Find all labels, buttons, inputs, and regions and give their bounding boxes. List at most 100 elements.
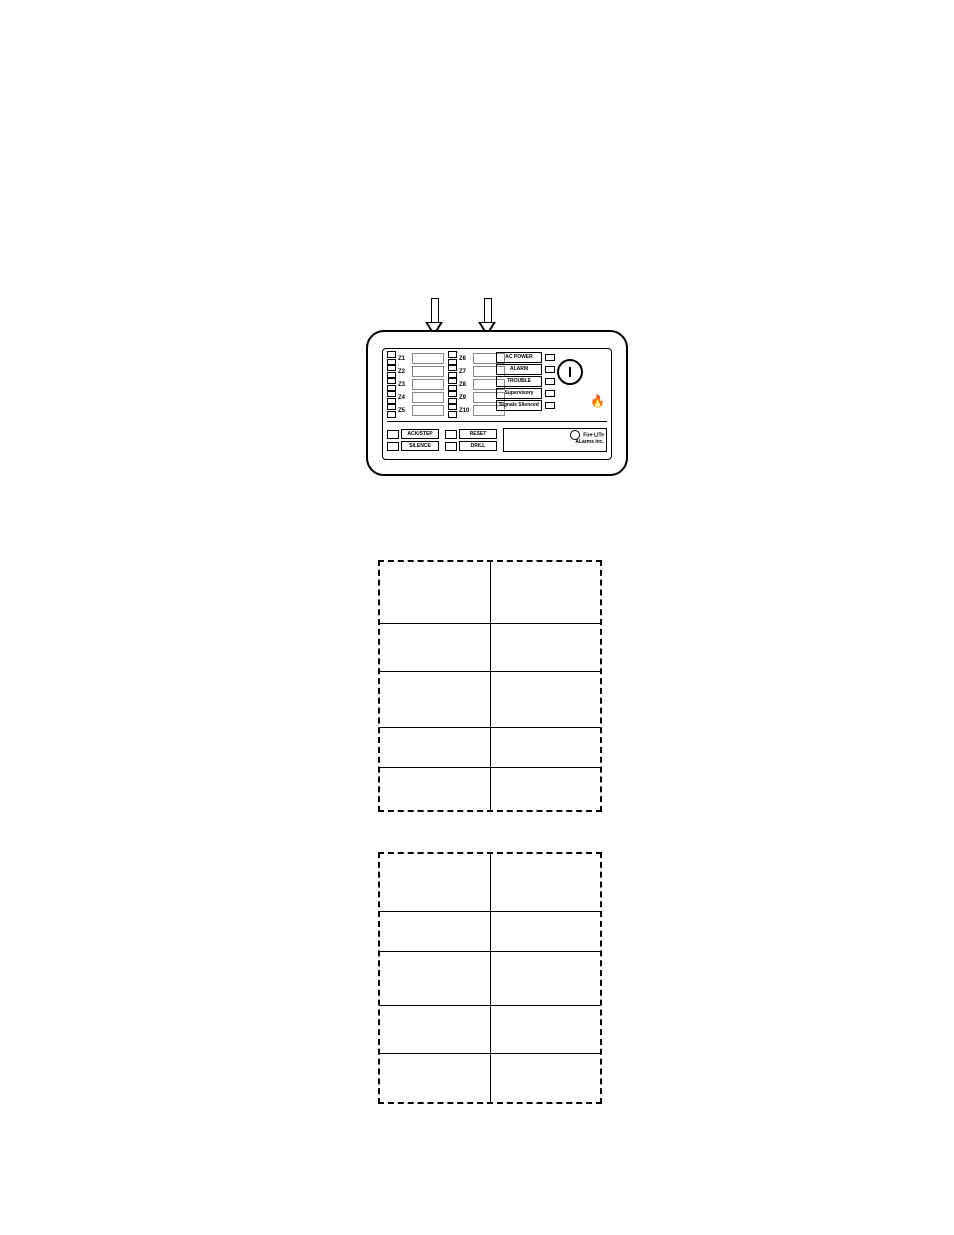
table-cell [380, 768, 491, 810]
panel-button: DRILL [445, 441, 497, 451]
zone-row: Z3 [387, 379, 444, 390]
table-cell [491, 952, 601, 1005]
zone-number: Z3 [398, 382, 410, 388]
button-bar: ACK/STEP SILENCE RESET DRILL [387, 421, 607, 455]
table-cell [380, 624, 491, 671]
panel-button: SILENCE [387, 441, 439, 451]
zone-row: Z5 [387, 405, 444, 416]
status-label: ALARM [496, 364, 542, 375]
table-row [380, 1054, 600, 1102]
status-label: TROUBLE [496, 376, 542, 387]
status-column: AC POWER ALARM TROUBLE Supervisory Signa… [496, 352, 555, 411]
table-cell [380, 1054, 491, 1102]
zone-number: Z5 [398, 408, 410, 414]
table-cell [491, 1006, 601, 1053]
fire-panel-device: Z1 Z2 Z3 Z4 [366, 330, 628, 476]
brand-plate: Fire·LITe ALarms inc. [503, 428, 607, 452]
table-cell [380, 728, 491, 767]
status-label: AC POWER [496, 352, 542, 363]
zone-number: Z10 [459, 408, 471, 414]
zone-label-slot [412, 366, 444, 377]
table-cell [491, 562, 601, 623]
table-row [380, 1006, 600, 1054]
button-led [387, 430, 399, 439]
table-cell [491, 768, 601, 810]
status-row: Signals Silenced [496, 400, 555, 411]
status-label: Signals Silenced [496, 400, 542, 411]
keylock-icon [557, 359, 583, 385]
zone-number: Z1 [398, 356, 410, 362]
table-cell [380, 562, 491, 623]
table-cell [491, 854, 601, 911]
table-cell [491, 672, 601, 727]
status-row: Supervisory [496, 388, 555, 399]
label-template-table-2 [378, 852, 602, 1104]
table-row [380, 562, 600, 624]
table-row [380, 952, 600, 1006]
button-label: ACK/STEP [401, 429, 439, 439]
button-led [445, 442, 457, 451]
button-label: SILENCE [401, 441, 439, 451]
brand-line1: Fire·LITe [583, 432, 604, 438]
table-row [380, 912, 600, 952]
table-cell [380, 952, 491, 1005]
page: Z1 Z2 Z3 Z4 [0, 0, 954, 1235]
status-led [545, 354, 555, 361]
table-cell [491, 912, 601, 951]
zone-label-slot [412, 353, 444, 364]
status-led [545, 390, 555, 397]
zone-led [387, 411, 396, 418]
table-cell [491, 728, 601, 767]
status-led [545, 378, 555, 385]
table-cell [380, 854, 491, 911]
zone-led [448, 403, 457, 410]
zone-number: Z2 [398, 369, 410, 375]
button-led [445, 430, 457, 439]
zone-number: Z7 [459, 369, 471, 375]
table-cell [491, 624, 601, 671]
zone-led [448, 351, 457, 358]
panel-button: RESET [445, 429, 497, 439]
zone-led [387, 403, 396, 410]
button-led [387, 442, 399, 451]
table-row [380, 672, 600, 728]
zone-row: Z4 [387, 392, 444, 403]
zone-led [387, 390, 396, 397]
zone-label-slot [412, 392, 444, 403]
status-led [545, 402, 555, 409]
device-faceplate: Z1 Z2 Z3 Z4 [382, 348, 612, 460]
zone-label-slot [412, 405, 444, 416]
table-cell [380, 672, 491, 727]
table-cell [491, 1054, 601, 1102]
zone-led [448, 364, 457, 371]
zone-columns: Z1 Z2 Z3 Z4 [387, 353, 505, 416]
zone-column-left: Z1 Z2 Z3 Z4 [387, 353, 444, 416]
table-row [380, 728, 600, 768]
table-row [380, 768, 600, 810]
zone-led [448, 390, 457, 397]
status-row: AC POWER [496, 352, 555, 363]
zone-row: Z2 [387, 366, 444, 377]
table-row [380, 854, 600, 912]
zone-number: Z4 [398, 395, 410, 401]
status-row: TROUBLE [496, 376, 555, 387]
panel-button: ACK/STEP [387, 429, 439, 439]
zone-number: Z9 [459, 395, 471, 401]
zone-row: Z1 [387, 353, 444, 364]
status-row: ALARM [496, 364, 555, 375]
zone-led [387, 351, 396, 358]
zone-label-slot [412, 379, 444, 390]
status-led [545, 366, 555, 373]
zone-number: Z6 [459, 356, 471, 362]
zone-led [387, 364, 396, 371]
brand-line2: ALarms inc. [575, 439, 604, 445]
zone-number: Z8 [459, 382, 471, 388]
label-template-table-1 [378, 560, 602, 812]
zone-led [448, 377, 457, 384]
zone-led [448, 411, 457, 418]
button-label: DRILL [459, 441, 497, 451]
zone-led [387, 377, 396, 384]
table-row [380, 624, 600, 672]
table-cell [380, 912, 491, 951]
flame-icon: 🔥 [590, 395, 605, 407]
